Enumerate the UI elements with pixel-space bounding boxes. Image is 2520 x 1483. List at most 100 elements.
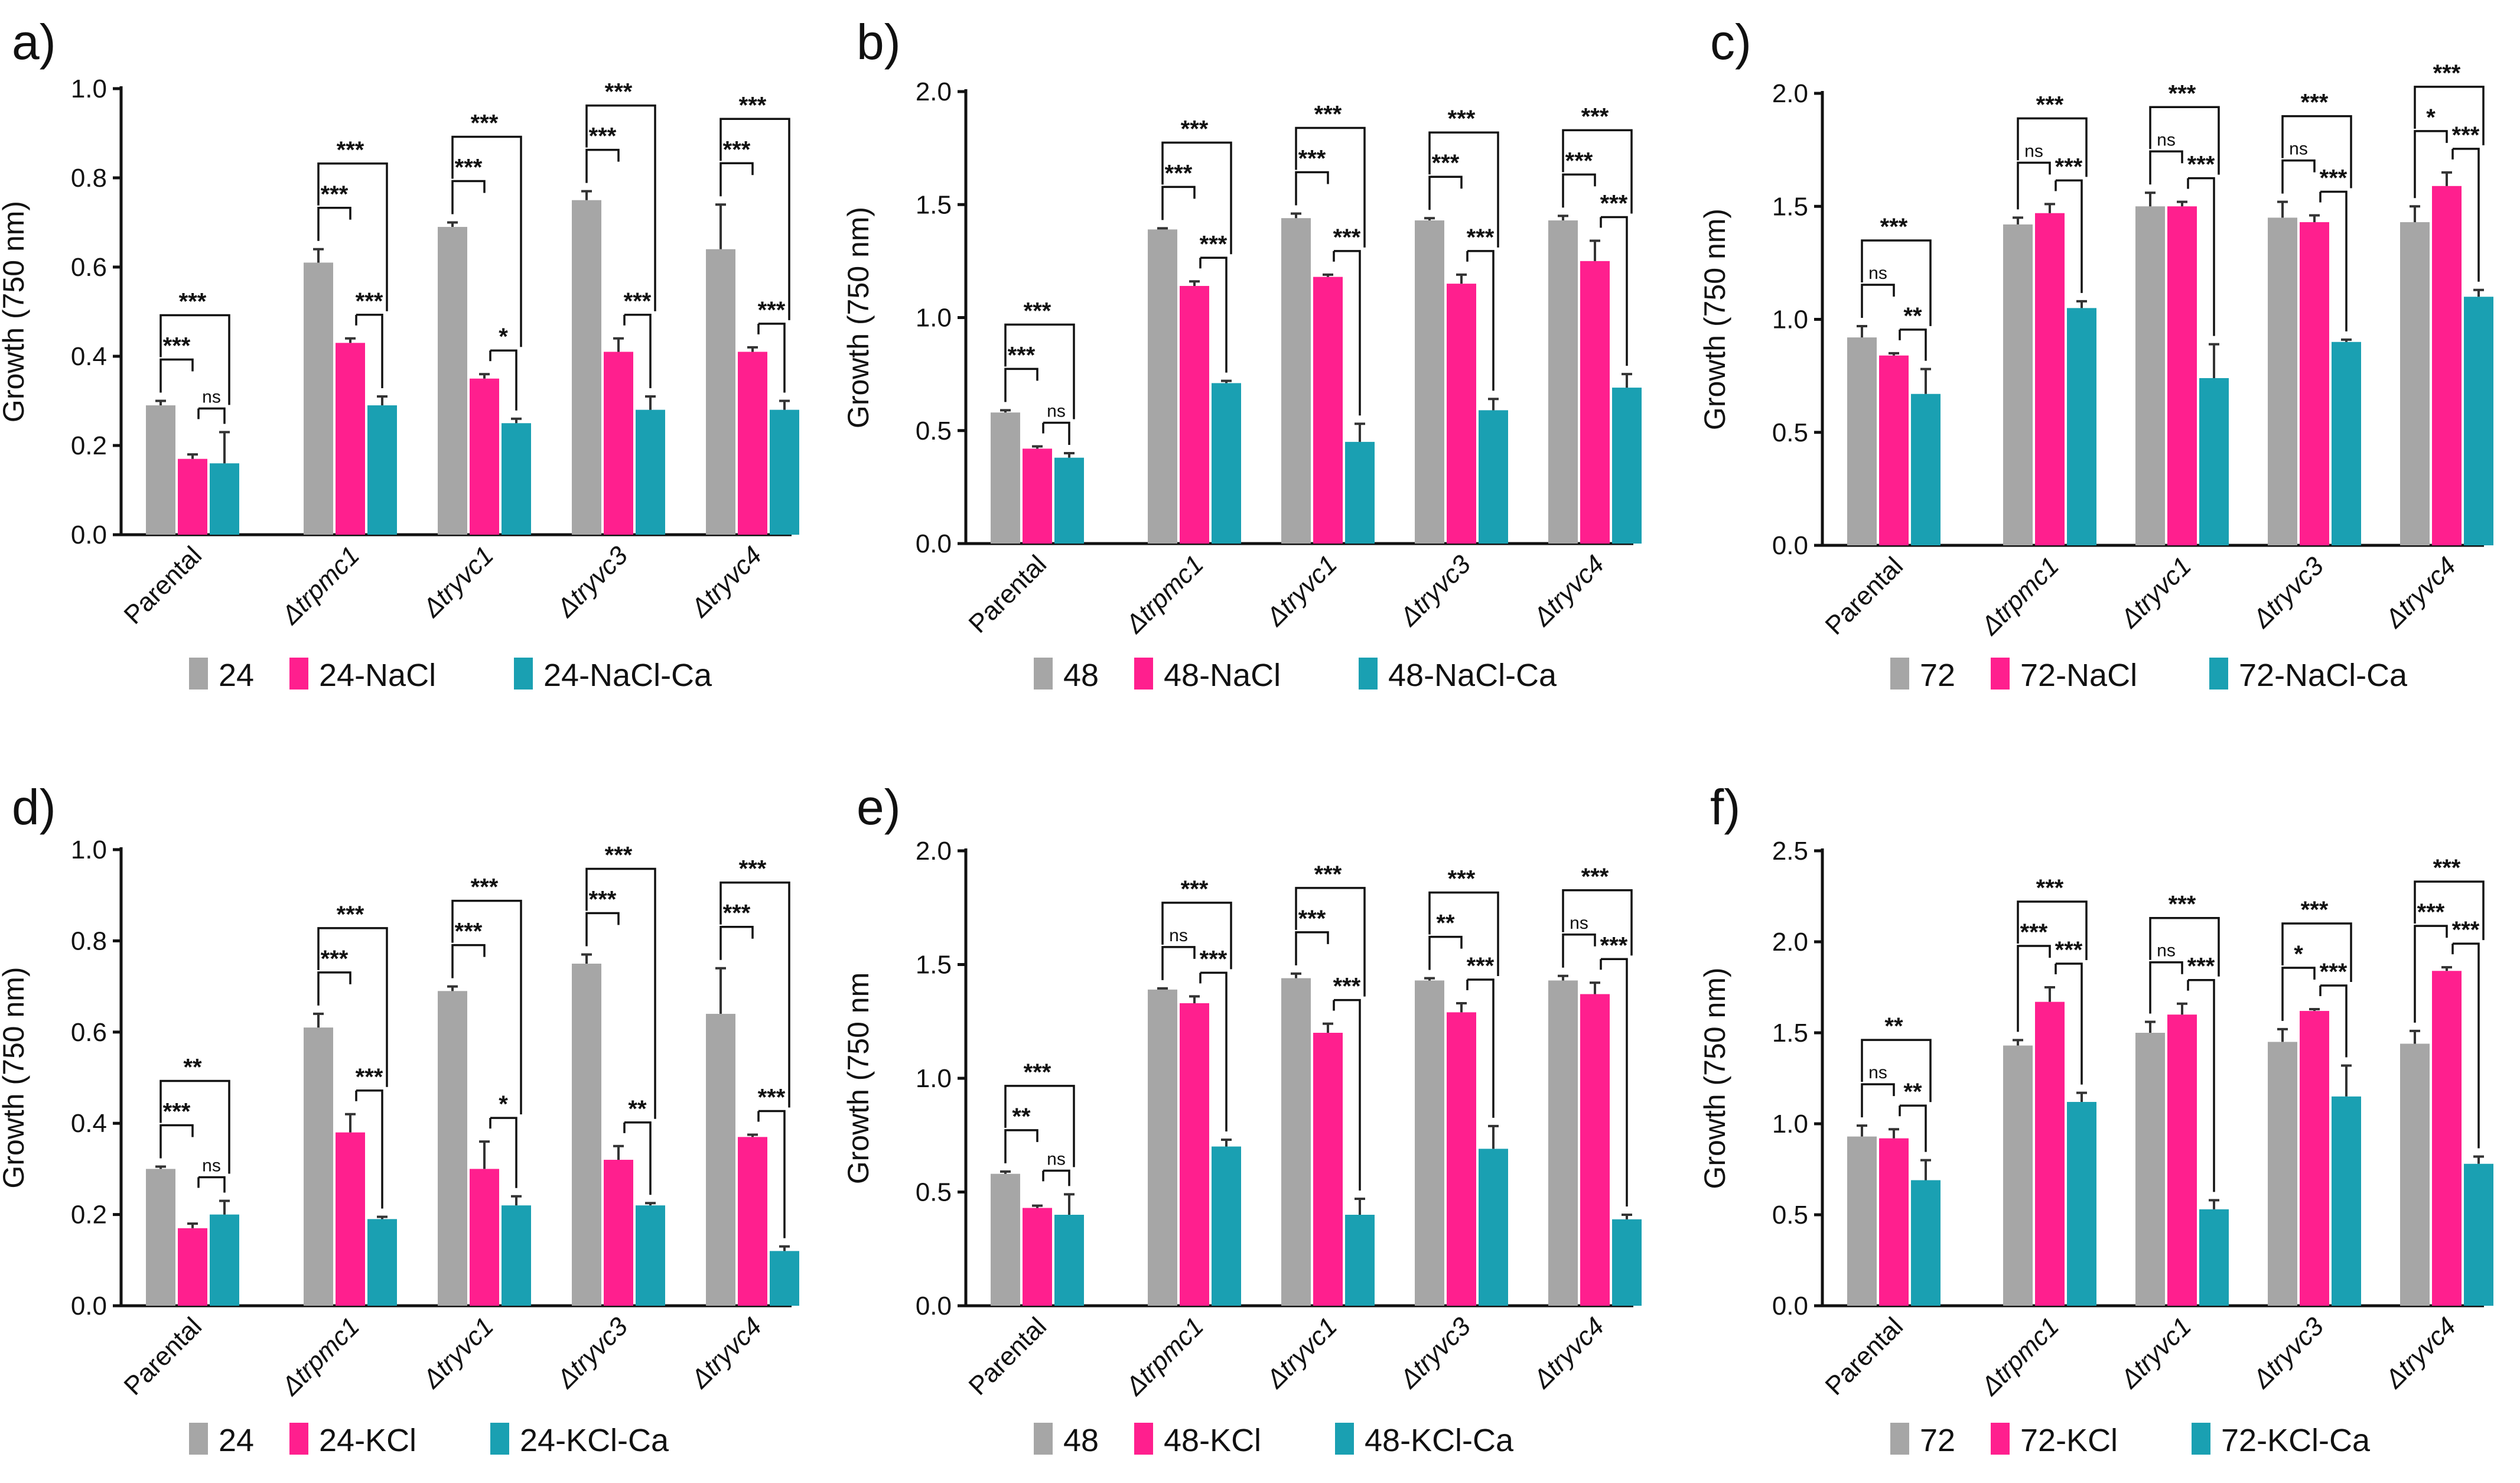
sig-bracket-mid: [490, 1117, 517, 1188]
legend-swatch: [1134, 658, 1153, 690]
sig-label-mid: ***: [1467, 953, 1495, 979]
sig-bracket-short: [2414, 925, 2448, 1023]
x-category-label: Parental: [119, 1312, 208, 1401]
bar: [1415, 220, 1444, 544]
error-bar: [1221, 379, 1232, 383]
legend-swatch: [1134, 1423, 1153, 1455]
legend-swatch: [1890, 658, 1909, 690]
sig-label-long: ***: [2036, 875, 2064, 901]
sig-bracket-long: [451, 899, 522, 1115]
error-bar: [581, 190, 592, 200]
legend-label: 48-KCl: [1164, 1423, 1261, 1458]
x-category-label: Parental: [963, 1312, 1053, 1401]
sig-bracket-long: [1161, 902, 1232, 970]
error-bar: [511, 417, 522, 424]
bar: [1612, 1219, 1642, 1306]
legend-label: 72-NaCl: [2020, 658, 2137, 693]
sig-bracket-short: [719, 925, 754, 960]
bar: [2400, 222, 2430, 545]
error-bar: [2044, 203, 2055, 213]
y-tick-label: 0.2: [71, 431, 107, 460]
error-bar: [479, 373, 490, 379]
sig-bracket-mid: [2320, 190, 2348, 331]
error-bar: [2013, 1039, 2023, 1046]
sig-bracket-short: [2149, 961, 2183, 1014]
legend-label: 72-KCl: [2020, 1423, 2118, 1458]
error-bar: [2341, 1064, 2352, 1097]
bar: [438, 991, 467, 1306]
error-bar: [2145, 191, 2156, 207]
sig-bracket-long: [585, 867, 656, 1119]
sig-label-mid: **: [1903, 303, 1922, 329]
sig-bracket-long: [1161, 141, 1232, 255]
sig-bracket-mid: [1601, 216, 1628, 366]
x-category-label: Δtryvc1: [2115, 1312, 2197, 1394]
sig-bracket-mid: [198, 1176, 226, 1193]
y-tick-label: 0.4: [71, 342, 107, 371]
sig-label-long: ***: [1181, 876, 1209, 902]
sig-label-mid: ***: [1467, 225, 1495, 251]
error-bar: [155, 1165, 166, 1169]
sig-bracket-mid: [758, 1110, 786, 1238]
bar: [178, 458, 207, 535]
error-bar: [1456, 1001, 1467, 1013]
sig-bracket-short: [317, 971, 351, 1006]
sig-label-short: ***: [163, 333, 191, 359]
error-bar: [377, 1215, 388, 1219]
bar: [2003, 224, 2033, 546]
sig-label-mid: ***: [2187, 152, 2215, 178]
bar: [1847, 337, 1877, 545]
legend-label: 48: [1063, 658, 1099, 693]
sig-bracket-mid: [1043, 1169, 1070, 1186]
bar: [2035, 213, 2065, 546]
bar: [1180, 1003, 1209, 1306]
error-bar: [2209, 1199, 2219, 1209]
chart-panel-c: c) Growth (750 nm) 0.0 0.5 1.0 1.5 2.0 Parental…: [1698, 14, 2493, 693]
bar: [1479, 1149, 1508, 1306]
legend-swatch: [1991, 1423, 2010, 1455]
error-bar: [715, 203, 726, 249]
bar: [572, 200, 601, 535]
error-bar: [313, 1012, 324, 1028]
legend-label: 24-KCl: [319, 1423, 416, 1458]
sig-label-short: ***: [321, 946, 349, 972]
sig-label-mid: ns: [202, 387, 221, 406]
sig-bracket-short: [2149, 150, 2183, 185]
sig-label-short: ns: [1570, 913, 1588, 933]
sig-label-short: ns: [2157, 941, 2176, 961]
bar: [706, 249, 735, 535]
sig-bracket-mid: [1601, 958, 1628, 1206]
sig-label-mid: ***: [356, 288, 383, 314]
sig-label-long: ***: [2433, 60, 2461, 86]
sig-label-short: ***: [1565, 148, 1593, 174]
sig-bracket-long: [2149, 106, 2220, 175]
sig-bracket-mid: [2453, 942, 2480, 1149]
bar: [146, 1169, 175, 1306]
error-bar: [1622, 1214, 1632, 1219]
sig-bracket-long: [1004, 323, 1075, 419]
sig-label-short: ***: [1165, 160, 1193, 186]
bar: [2432, 971, 2462, 1306]
y-tick-label: 2.5: [1772, 837, 1808, 866]
error-bar: [645, 395, 656, 410]
x-category-label: Δtryvc1: [2115, 551, 2197, 633]
bar: [1911, 1180, 1941, 1306]
y-tick-label: 2.0: [916, 837, 952, 866]
legend-label: 48-NaCl: [1164, 658, 1281, 693]
error-bar: [2473, 1155, 2484, 1164]
error-bar: [1000, 409, 1011, 413]
bar: [2332, 342, 2361, 545]
sig-label-short: ns: [2024, 141, 2043, 161]
sig-label-short: ***: [1298, 146, 1326, 172]
x-category-label: Δtryvc3: [551, 541, 634, 623]
sig-bracket-mid: [624, 314, 652, 388]
sig-label-short: ***: [723, 900, 751, 926]
sig-label-mid: ***: [1333, 974, 1361, 1000]
sig-label-short: **: [1012, 1104, 1031, 1130]
sig-bracket-short: [2281, 967, 2316, 1021]
error-bar: [479, 1140, 490, 1169]
error-bar: [2441, 171, 2452, 186]
bar: [2135, 206, 2165, 545]
y-tick-label: 0.2: [71, 1201, 107, 1230]
